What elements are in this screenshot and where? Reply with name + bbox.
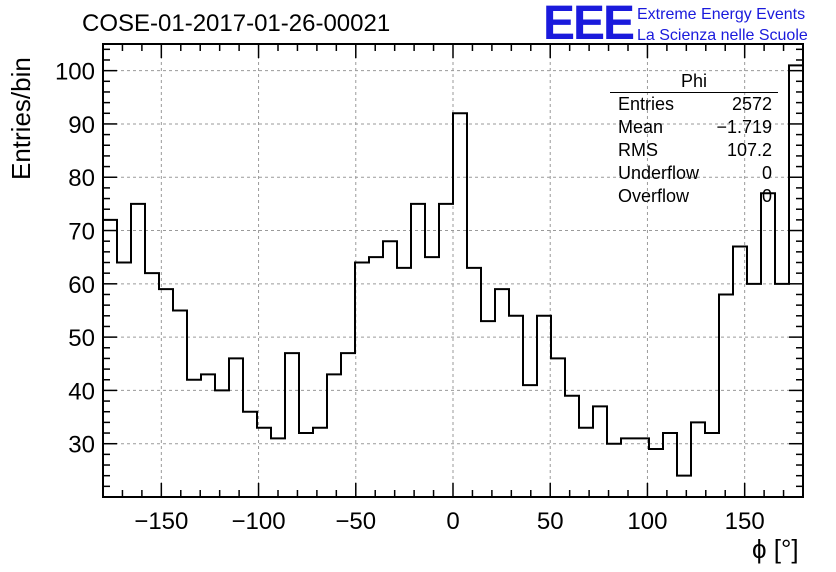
logo-line-2: La Scienza nelle Scuole	[637, 27, 808, 44]
stats-label: Overflow	[618, 186, 690, 206]
histogram-line	[103, 64, 803, 477]
stats-label: RMS	[618, 140, 658, 160]
axis-ticks	[102, 44, 804, 497]
tick-labels: −150 −100 −50 0 50 100 150 30 40 50 60 70 80 90 100	[55, 59, 765, 535]
chart-title: COSE-01-2017-01-26-00021	[82, 10, 391, 37]
stats-row: Underflow 0	[610, 162, 778, 185]
stats-row: Entries 2572	[610, 93, 778, 116]
stats-label: Mean	[618, 117, 664, 137]
x-tick-label: −100	[232, 508, 286, 535]
y-tick-label: 50	[68, 325, 95, 352]
y-axis-label: Entries/bin	[6, 57, 36, 180]
stats-value: 0	[761, 163, 772, 183]
x-tick-label: −50	[335, 508, 376, 535]
stats-value: 2572	[731, 94, 772, 114]
stats-row: RMS 107.2	[610, 139, 778, 162]
stats-value: 0	[761, 186, 772, 206]
stats-title: Phi	[610, 70, 778, 93]
plot-frame	[102, 43, 804, 498]
x-axis-label: ϕ [°]	[752, 534, 799, 564]
stats-label: Entries	[618, 94, 675, 114]
y-tick-label: 80	[68, 165, 95, 192]
x-tick-label: −150	[134, 508, 188, 535]
y-tick-label: 90	[68, 112, 95, 139]
x-tick-label: 0	[446, 508, 459, 535]
stats-value: 107.2	[726, 140, 772, 160]
y-tick-label: 40	[68, 378, 95, 405]
y-tick-label: 60	[68, 272, 95, 299]
stats-row: Mean −1.719	[610, 116, 778, 139]
stats-value: −1.719	[716, 117, 772, 137]
logo-line-1: Extreme Energy Events	[637, 6, 806, 23]
x-tick-label: 100	[627, 508, 667, 535]
stats-label: Underflow	[618, 163, 700, 183]
y-tick-label: 100	[55, 59, 95, 86]
stats-row: Overflow 0	[610, 185, 778, 208]
eee-logo-mark: EEE	[543, 0, 635, 50]
x-tick-label: 50	[537, 508, 564, 535]
stats-box: Phi Entries 2572 Mean −1.719 RMS 107.2 Unde…	[610, 70, 778, 208]
y-tick-label: 70	[68, 219, 95, 246]
eee-logo-text: Extreme Energy Events La Scienza nelle S…	[637, 4, 808, 46]
x-tick-label: 150	[725, 508, 765, 535]
y-tick-label: 30	[68, 432, 95, 459]
